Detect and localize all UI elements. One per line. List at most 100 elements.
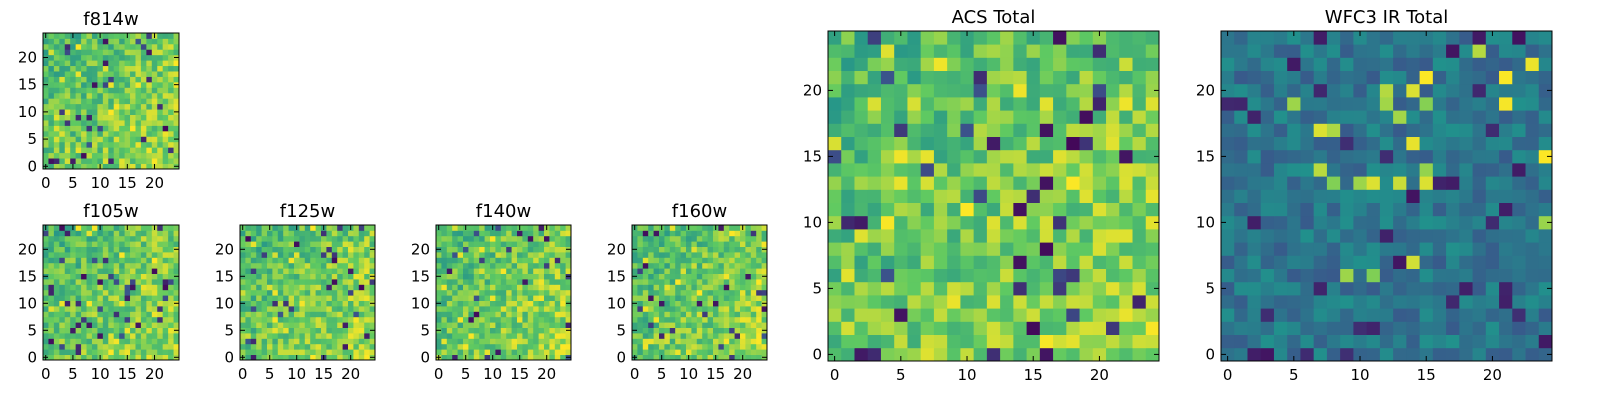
- heatmap-cell: [108, 327, 115, 334]
- heatmap-cell: [933, 31, 948, 45]
- heatmap-cell: [723, 257, 730, 264]
- heatmap-cell: [756, 279, 762, 285]
- heatmap-cell: [533, 235, 539, 242]
- heatmap-cell: [723, 316, 730, 323]
- heatmap-cell: [124, 295, 131, 301]
- heatmap-cell: [250, 300, 257, 307]
- heatmap-cell: [468, 241, 475, 247]
- heatmap-cell: [321, 273, 327, 280]
- heatmap-cell: [304, 343, 311, 350]
- heatmap-cell: [527, 246, 534, 253]
- heatmap-cell: [1512, 163, 1526, 177]
- heatmap-cell: [59, 252, 66, 258]
- heatmap-cell: [342, 235, 349, 242]
- heatmap-cell: [1340, 255, 1354, 269]
- heatmap-cell: [750, 246, 757, 253]
- heatmap-cell: [740, 235, 746, 242]
- heatmap-cell: [108, 316, 115, 323]
- heatmap-cell: [436, 235, 442, 242]
- heatmap-cell: [267, 241, 273, 247]
- heatmap-cell: [841, 110, 855, 124]
- heatmap-cell: [484, 262, 491, 269]
- heatmap-cell: [1379, 229, 1394, 243]
- heatmap-cell: [102, 262, 109, 269]
- heatmap-cell: [664, 349, 671, 355]
- heatmap-cell: [364, 268, 370, 274]
- heatmap-cell: [1459, 123, 1473, 137]
- heatmap-cell: [364, 343, 370, 350]
- heatmap-cell: [1313, 202, 1328, 217]
- heatmap-cell: [86, 306, 93, 312]
- heatmap-cell: [113, 262, 120, 269]
- heatmap-cell: [880, 44, 895, 58]
- heatmap-cell: [484, 273, 491, 280]
- heatmap-cell: [750, 333, 757, 339]
- heatmap-cell: [113, 300, 120, 307]
- heatmap-cell: [331, 289, 338, 296]
- heatmap-cell: [70, 136, 77, 143]
- heatmap-cell: [108, 246, 115, 253]
- heatmap-cell: [549, 241, 556, 247]
- heatmap-cell: [81, 225, 87, 231]
- heatmap-cell: [364, 262, 370, 269]
- heatmap-cell: [1353, 44, 1368, 58]
- heatmap-cell: [369, 252, 376, 258]
- heatmap-cell: [70, 81, 77, 88]
- y-tick-label: 15: [18, 267, 37, 285]
- heatmap-cell: [1273, 57, 1288, 71]
- heatmap-cell: [304, 354, 311, 361]
- heatmap-cell: [522, 279, 529, 285]
- heatmap-cell: [1326, 202, 1341, 217]
- heatmap-cell: [1119, 149, 1133, 164]
- heatmap-cell: [168, 295, 174, 301]
- heatmap-cell: [86, 65, 93, 72]
- heatmap-cell: [1273, 347, 1288, 362]
- heatmap-cell: [642, 230, 649, 237]
- heatmap-cell: [544, 246, 550, 253]
- heatmap-cell: [544, 268, 550, 274]
- heatmap-cell: [1026, 31, 1041, 45]
- heatmap-cell: [102, 252, 109, 258]
- heatmap-cell: [867, 308, 882, 322]
- heatmap-cell: [452, 257, 458, 264]
- heatmap-cell: [637, 235, 644, 242]
- heatmap-cell: [1353, 334, 1368, 349]
- heatmap-cell: [669, 235, 676, 242]
- heatmap-cell: [267, 333, 273, 339]
- heatmap-cell: [272, 241, 279, 247]
- heatmap-cell: [907, 268, 922, 283]
- heatmap-cell: [686, 322, 692, 328]
- heatmap-cell: [75, 252, 82, 258]
- heatmap-cell: [1106, 334, 1120, 349]
- heatmap-cell: [261, 349, 268, 355]
- heatmap-cell: [446, 262, 453, 269]
- heatmap-cell: [140, 241, 147, 247]
- heatmap-cell: [920, 176, 935, 190]
- heatmap-cell: [119, 333, 125, 339]
- heatmap-cell: [1039, 83, 1054, 98]
- heatmap-cell: [108, 130, 115, 137]
- heatmap-cell: [272, 268, 279, 274]
- heatmap-cell: [261, 273, 268, 280]
- heatmap-cell: [310, 327, 316, 334]
- heatmap-cell: [549, 225, 556, 231]
- heatmap-cell: [124, 87, 131, 94]
- heatmap-cell: [1145, 97, 1160, 111]
- heatmap-cell: [272, 235, 279, 242]
- heatmap-cell: [713, 300, 719, 307]
- heatmap-cell: [1260, 136, 1275, 151]
- heatmap-cell: [756, 306, 762, 312]
- heatmap-cell: [1472, 70, 1487, 85]
- heatmap-cell: [64, 33, 71, 39]
- heatmap-cell: [326, 246, 333, 253]
- heatmap-cell: [734, 289, 741, 296]
- heatmap-cell: [648, 327, 654, 334]
- heatmap-cell: [288, 311, 295, 318]
- heatmap-cell: [745, 311, 752, 318]
- y-tick-label: 20: [215, 240, 234, 258]
- heatmap-cell: [648, 273, 654, 280]
- heatmap-cell: [124, 147, 131, 154]
- heatmap-cell: [162, 230, 169, 237]
- heatmap-cell: [140, 109, 147, 115]
- heatmap-cell: [53, 152, 60, 159]
